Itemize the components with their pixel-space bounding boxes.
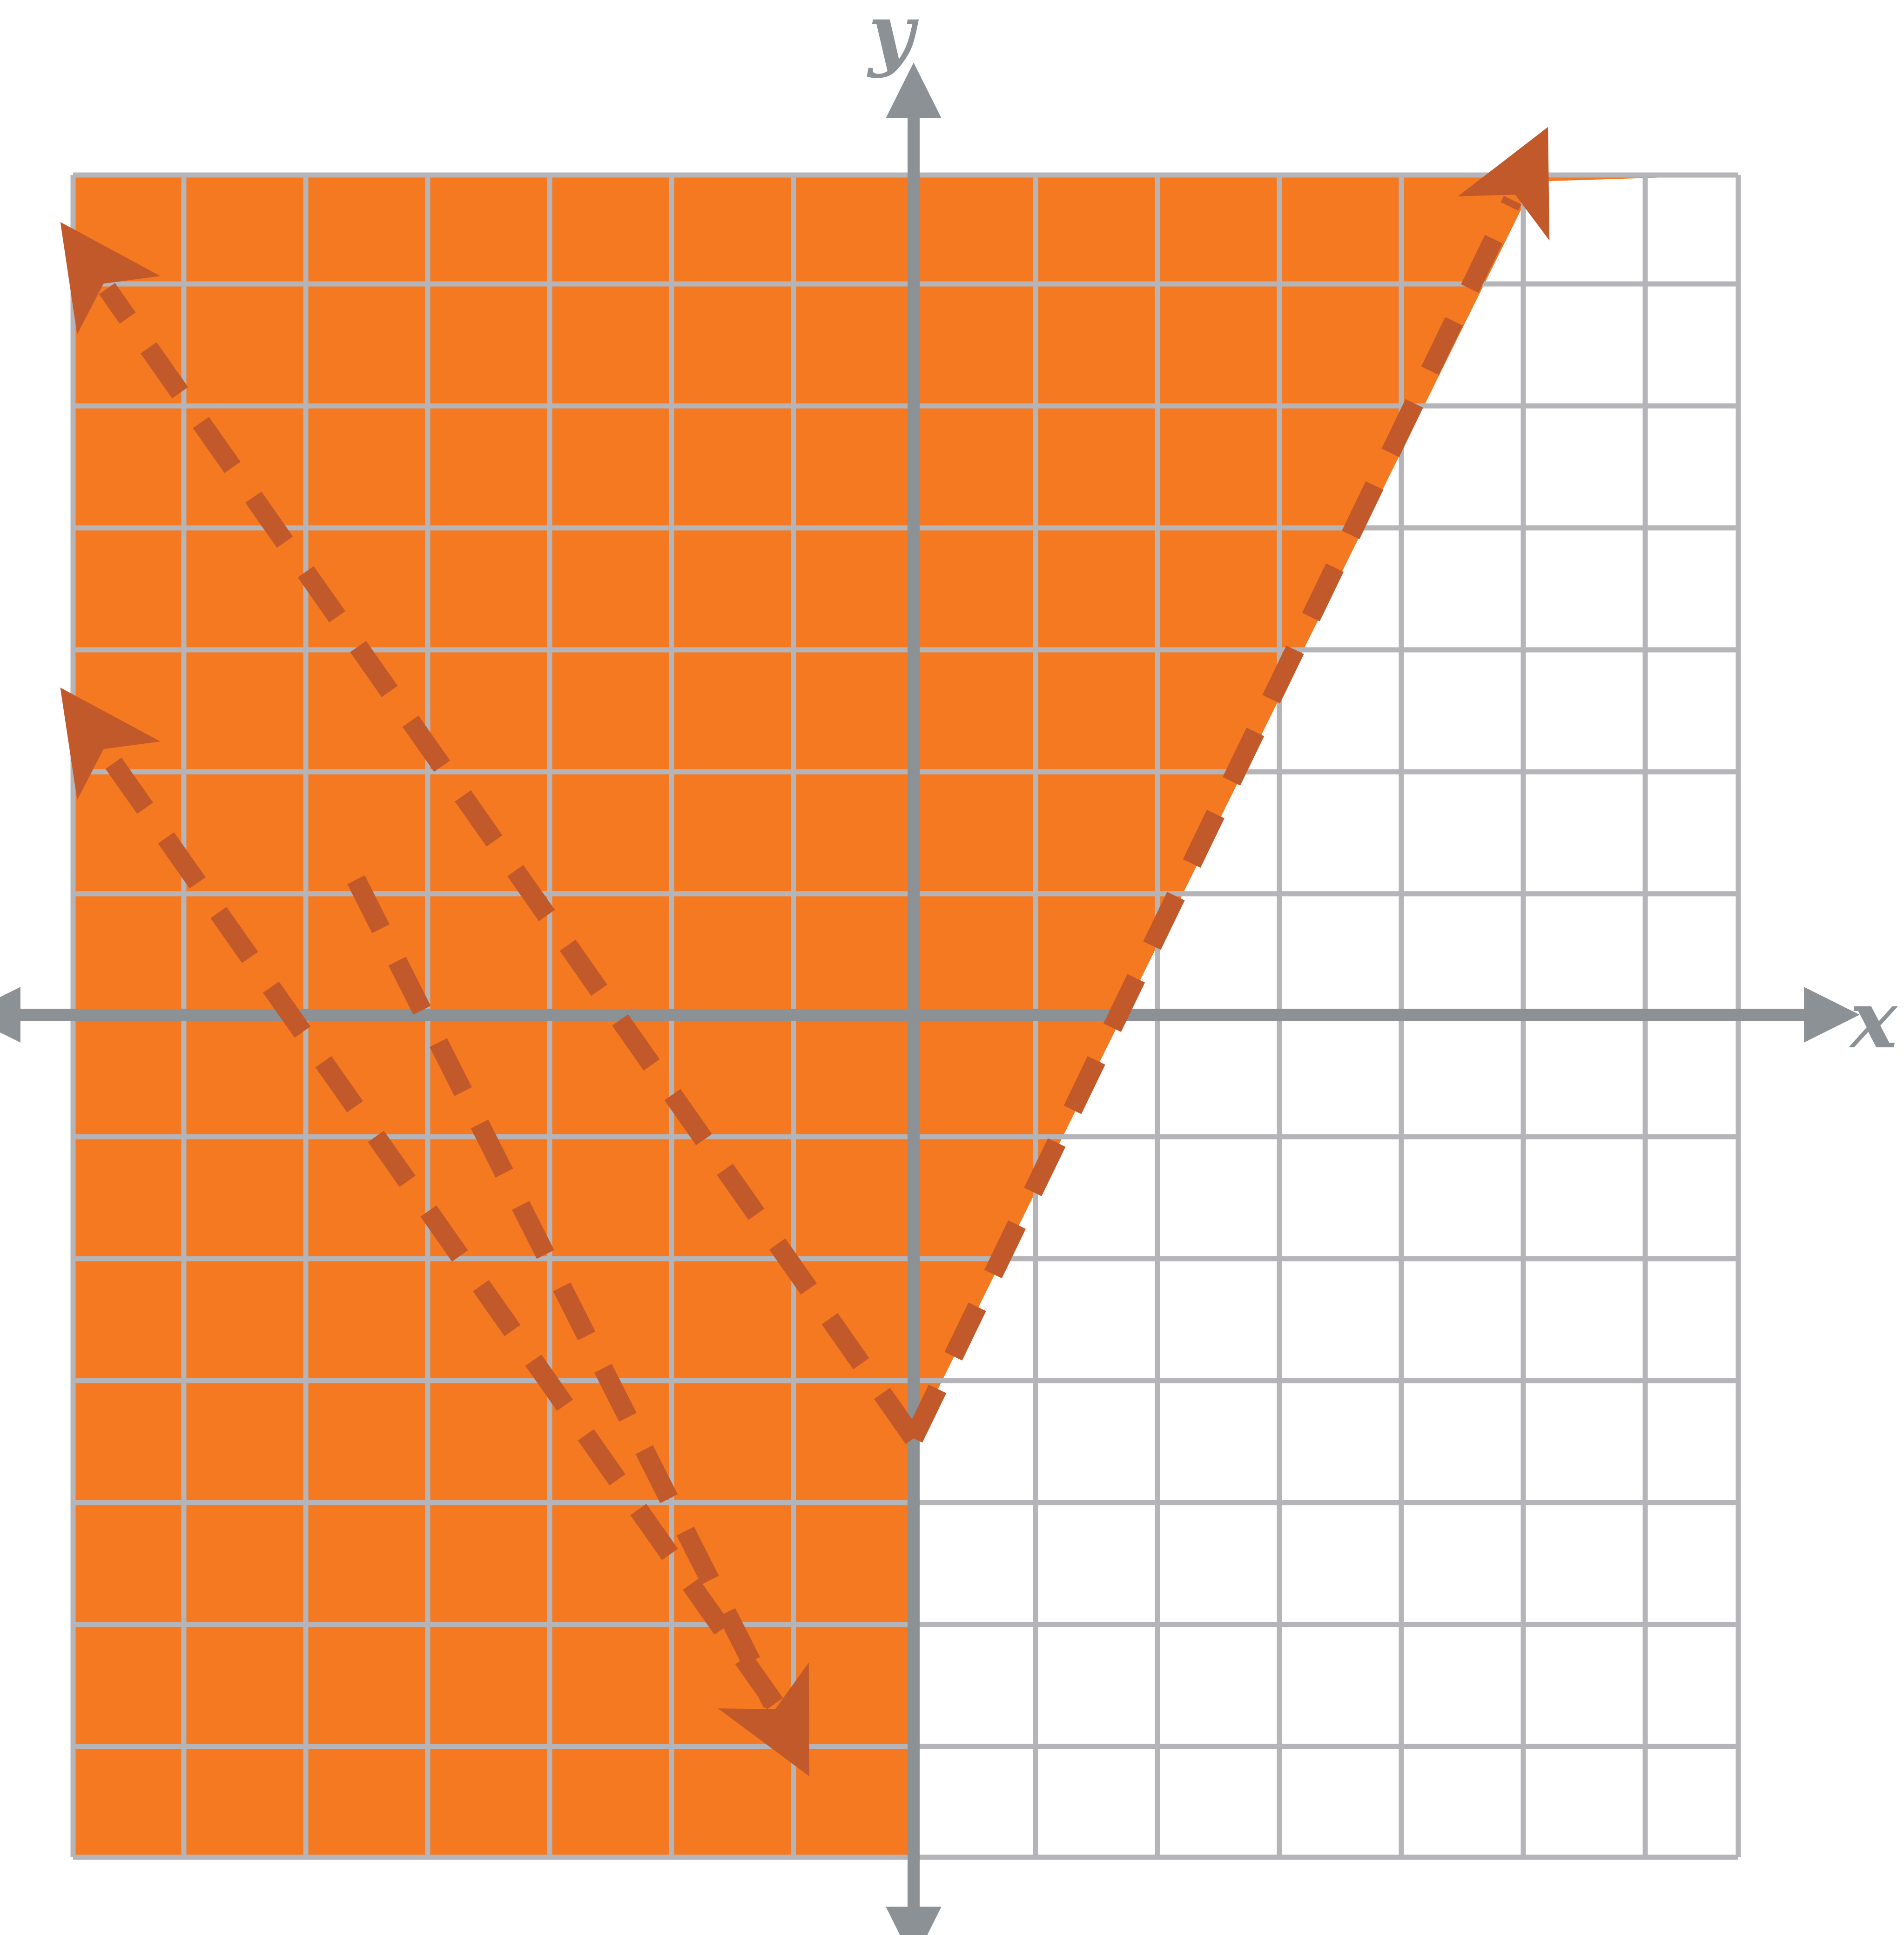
- boundary-1-right-arm: [905, 127, 1550, 1443]
- axes: [0, 62, 1860, 1935]
- x-axis-label: x: [1849, 973, 1898, 1066]
- boundary-1-left-arm: [60, 222, 922, 1444]
- boundary-2-left-arm: [60, 688, 783, 1710]
- y-axis-label: y: [867, 0, 919, 80]
- boundary-line-1: [60, 127, 1550, 1444]
- boundary-line-2: [60, 688, 809, 1776]
- boundary-2-down-arm: [347, 875, 809, 1776]
